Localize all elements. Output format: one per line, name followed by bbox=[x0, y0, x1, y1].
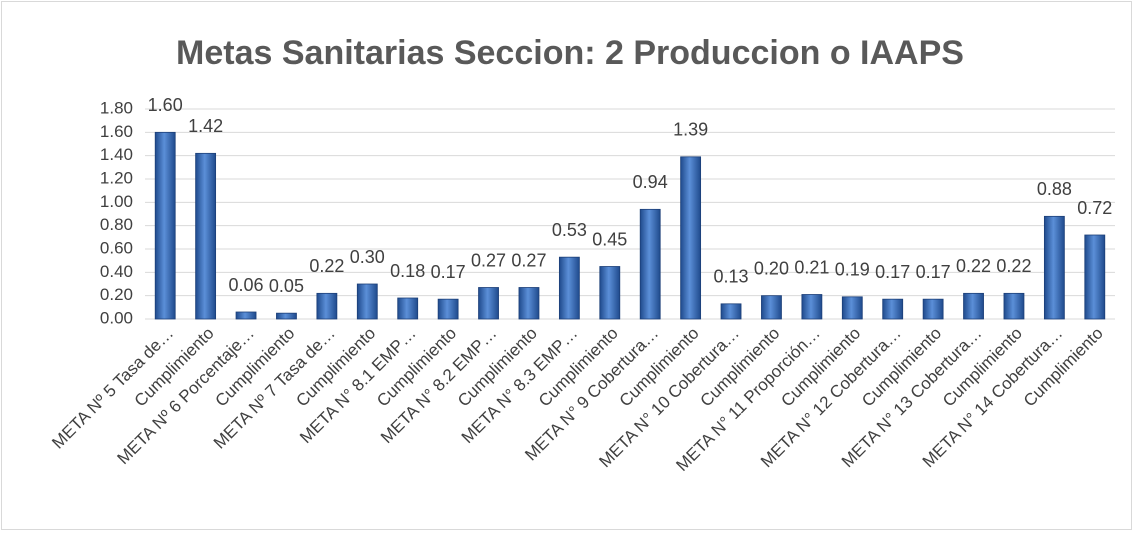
value-label: 0.22 bbox=[956, 256, 991, 276]
value-label: 0.13 bbox=[714, 267, 749, 287]
bar bbox=[922, 298, 944, 320]
bar bbox=[154, 131, 176, 320]
value-label: 0.19 bbox=[835, 260, 870, 280]
bar bbox=[1084, 234, 1106, 320]
bar bbox=[599, 266, 621, 320]
value-label: 0.30 bbox=[350, 247, 385, 267]
bar bbox=[518, 287, 540, 320]
y-tick-label: 1.60 bbox=[100, 122, 133, 141]
y-tick-label: 0.40 bbox=[100, 262, 133, 281]
y-tick-label: 1.00 bbox=[100, 192, 133, 211]
value-label: 1.60 bbox=[148, 95, 183, 115]
y-tick-label: 0.80 bbox=[100, 215, 133, 234]
y-tick-label: 0.20 bbox=[100, 285, 133, 304]
bar bbox=[437, 298, 459, 320]
value-label: 0.17 bbox=[916, 262, 951, 282]
value-label: 0.22 bbox=[996, 256, 1031, 276]
value-label: 0.45 bbox=[592, 229, 627, 249]
value-label: 1.39 bbox=[673, 120, 708, 140]
bar bbox=[478, 287, 499, 320]
value-label: 0.53 bbox=[552, 220, 587, 240]
value-label: 0.21 bbox=[794, 257, 829, 277]
bar bbox=[720, 303, 742, 320]
value-label: 0.72 bbox=[1077, 198, 1112, 218]
bar bbox=[1003, 292, 1025, 320]
bar bbox=[882, 298, 904, 320]
bar bbox=[276, 312, 297, 320]
value-label: 0.27 bbox=[511, 250, 546, 270]
bar bbox=[356, 283, 378, 320]
bar bbox=[639, 208, 661, 320]
value-label: 0.20 bbox=[754, 258, 789, 278]
bar bbox=[801, 294, 823, 320]
bar bbox=[963, 292, 984, 320]
value-label: 0.17 bbox=[875, 262, 910, 282]
y-tick-label: 0.60 bbox=[100, 238, 133, 257]
y-tick-label: 0.00 bbox=[100, 308, 133, 327]
bar bbox=[316, 292, 338, 320]
value-label: 0.06 bbox=[229, 275, 264, 295]
value-label: 0.27 bbox=[471, 250, 506, 270]
value-label: 1.42 bbox=[188, 116, 223, 136]
value-label: 0.88 bbox=[1037, 179, 1072, 199]
y-tick-label: 1.40 bbox=[100, 145, 133, 164]
value-label: 0.94 bbox=[633, 172, 668, 192]
value-label: 0.17 bbox=[431, 262, 466, 282]
value-label: 0.22 bbox=[309, 256, 344, 276]
value-label: 0.05 bbox=[269, 276, 304, 296]
bar bbox=[235, 311, 257, 320]
bar bbox=[761, 295, 782, 320]
bar bbox=[680, 156, 702, 320]
y-tick-label: 1.20 bbox=[100, 168, 133, 187]
bar bbox=[1043, 215, 1065, 320]
chart-title: Metas Sanitarias Seccion: 2 Produccion o… bbox=[176, 34, 964, 72]
bar bbox=[841, 296, 863, 320]
bar bbox=[558, 256, 580, 320]
bar bbox=[195, 152, 217, 320]
bar bbox=[397, 297, 419, 320]
y-tick-label: 1.80 bbox=[100, 98, 133, 117]
value-label: 0.18 bbox=[390, 261, 425, 281]
